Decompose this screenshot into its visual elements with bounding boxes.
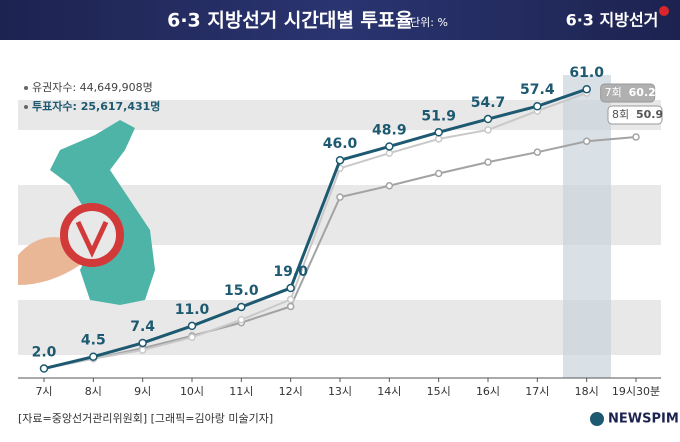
point <box>188 333 196 342</box>
value-label: 19.0 <box>273 264 308 280</box>
point <box>632 133 640 141</box>
x-tick-label: 16시 <box>476 385 500 398</box>
x-tick-label: 12시 <box>279 385 303 398</box>
stamp-mark <box>75 220 109 258</box>
point <box>237 302 246 312</box>
source: [자료=중앙선거관리위원회] [그래픽=김아랑 미술기자] <box>18 412 273 425</box>
x-tick-label: 14시 <box>377 385 401 398</box>
series-name: 8회 <box>612 108 629 121</box>
point <box>484 126 492 134</box>
value-label: 4.5 <box>81 333 106 349</box>
value-label: 7.4 <box>130 319 155 335</box>
point <box>39 364 49 373</box>
x-tick-label: 9시 <box>134 385 151 398</box>
chart-title: 6·3 지방선거 시간대별 투표율 <box>167 10 413 32</box>
end-label-box <box>607 105 663 125</box>
value-label: 61.0 <box>569 65 604 81</box>
logo-dot <box>659 6 669 16</box>
x-tick-label: 11시 <box>229 385 253 398</box>
x-tick-label: 10시 <box>180 385 204 398</box>
x-tick-label: 19시30분 <box>612 385 660 398</box>
value-label: 57.4 <box>520 82 555 98</box>
point <box>286 283 295 293</box>
value-label: 54.7 <box>471 95 506 111</box>
x-tick-label: 13시 <box>328 385 352 398</box>
x-tick-label: 8시 <box>85 385 102 398</box>
bullet <box>24 86 28 90</box>
value-label: 46.0 <box>323 136 358 152</box>
end-label: 50.9 <box>636 108 663 121</box>
point <box>187 321 197 331</box>
point <box>484 158 492 166</box>
value-label: 11.0 <box>175 302 210 318</box>
x-tick-label: 7시 <box>35 385 52 398</box>
value-label: 15.0 <box>224 283 259 299</box>
point <box>385 142 394 151</box>
point <box>138 346 147 354</box>
series-name: 7회 <box>605 86 622 99</box>
point <box>286 295 295 304</box>
publisher: NEWSPIM <box>608 412 679 427</box>
point <box>483 114 493 124</box>
value-label: 48.9 <box>372 122 407 138</box>
point <box>89 352 98 361</box>
band <box>18 300 661 355</box>
point <box>582 137 591 146</box>
point <box>533 148 542 156</box>
point <box>385 149 394 157</box>
x-tick-label: 18시 <box>575 385 599 398</box>
ballot-stamp <box>60 203 124 267</box>
x-tick-label: 15시 <box>427 385 451 398</box>
point <box>335 155 345 165</box>
point <box>533 101 542 111</box>
point <box>237 316 246 324</box>
series-line <box>43 87 588 370</box>
point <box>385 182 394 190</box>
illustration <box>18 120 155 305</box>
end-label: 60.2 <box>629 86 656 99</box>
point <box>286 302 295 311</box>
bullet <box>24 105 28 109</box>
x-tick-label: 17시 <box>525 385 549 398</box>
point <box>138 338 147 348</box>
value-label: 51.9 <box>421 108 456 124</box>
publisher-icon <box>590 412 604 426</box>
point <box>434 128 443 137</box>
point <box>582 84 591 94</box>
point <box>336 193 344 201</box>
point <box>434 169 443 178</box>
header-bar <box>0 0 680 40</box>
series-line <box>43 92 588 370</box>
highlight-column <box>563 75 611 378</box>
info-voters: 유권자수: 44,649,908명 <box>32 81 153 94</box>
value-label: 2.0 <box>32 345 57 361</box>
logo: 6·3 지방선거 <box>566 11 659 30</box>
unit-label: 단위: % <box>410 16 448 29</box>
info-turnout: 투표자수: 25,617,431명 <box>32 99 160 113</box>
end-label-box <box>600 83 656 103</box>
point <box>434 135 443 143</box>
